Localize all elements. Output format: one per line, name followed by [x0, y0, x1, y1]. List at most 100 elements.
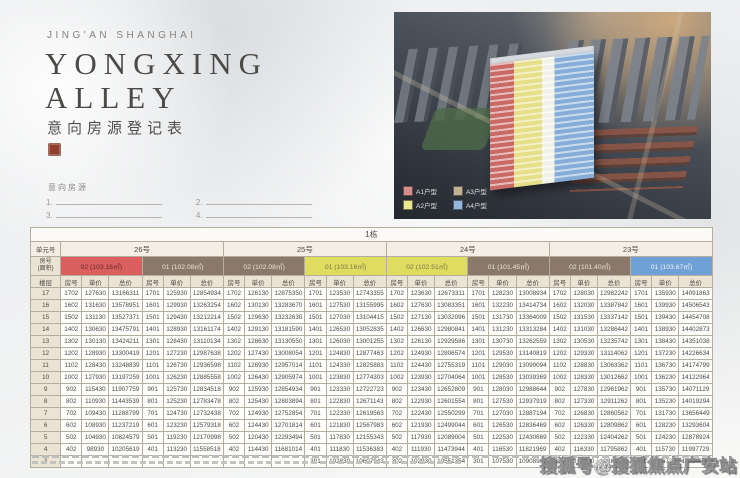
room-cell: 1602 [548, 299, 571, 312]
unit-price-cell: 129430 [162, 311, 191, 324]
total-price-cell: 12806574 [434, 347, 469, 360]
room-cell: 1201 [630, 347, 653, 360]
room-cell: 1202 [60, 347, 83, 360]
room-cell: 402 [222, 443, 246, 456]
room-cell: 1601 [141, 299, 164, 312]
room-cell: 1602 [222, 299, 246, 312]
legend-swatch-icon [452, 200, 463, 210]
room-cell: 401 [141, 443, 164, 456]
legend-item: A1户型 [403, 186, 437, 196]
room-cell: 802 [548, 395, 571, 408]
total-price-cell: 13337142 [596, 311, 632, 324]
legend-swatch-icon [403, 200, 413, 210]
room-cell: 902 [548, 383, 571, 396]
room-cell: 801 [304, 395, 327, 408]
room-cell: 601 [304, 419, 327, 432]
unit-price-cell: 137230 [651, 347, 680, 360]
room-cell: 502 [385, 431, 408, 444]
floor-cell: 15 [29, 311, 62, 324]
total-price-cell: 13656449 [678, 407, 713, 420]
unit-price-cell: 135930 [651, 287, 680, 300]
room-cell: 1401 [141, 323, 164, 336]
room-cell: 1401 [630, 323, 653, 336]
room-cell: 1502 [222, 311, 246, 324]
room-cell: 1301 [467, 335, 490, 348]
sub-header: 总价 [271, 275, 306, 288]
total-price-cell: 13527371 [108, 311, 143, 324]
total-price-cell: 12911262 [596, 395, 632, 408]
floor-cell: 5 [29, 431, 62, 444]
room-cell: 1401 [467, 323, 490, 336]
unit-price-cell: 131630 [81, 299, 110, 312]
unit-price-cell: 123430 [406, 383, 436, 396]
unit-price-cell: 121930 [406, 419, 436, 432]
room-cell: 1402 [548, 323, 571, 336]
unit-price-cell: 129030 [488, 359, 517, 372]
unit-type-cell: 01 (103.16㎡) [304, 256, 387, 276]
room-cell: 902 [60, 383, 83, 396]
sub-header: 房号 [630, 275, 653, 288]
room-cell: 1101 [467, 359, 490, 372]
unit-price-cell: 126130 [244, 287, 273, 300]
total-price-cell: 12875350 [271, 287, 306, 300]
unit-price-cell: 139930 [651, 299, 680, 312]
legend-swatch-icon [403, 186, 413, 196]
total-price-cell: 13140819 [515, 347, 550, 360]
total-price-cell: 12499044 [434, 419, 469, 432]
unit-price-cell: 128430 [81, 359, 110, 372]
intent-blank-row-1: 1. 2. [46, 197, 344, 207]
room-cell: 1201 [467, 347, 490, 360]
unit-price-cell: 121830 [325, 419, 354, 432]
total-price-cell: 12732438 [189, 407, 225, 420]
sub-header: 房号 [222, 275, 246, 288]
total-price-cell: 13166311 [108, 287, 143, 300]
unit-price-cell: 128230 [488, 287, 517, 300]
unit-price-cell: 126830 [569, 407, 598, 420]
unit-price-cell: 130630 [81, 323, 110, 336]
total-price-cell: 14122964 [678, 371, 713, 384]
total-price-cell: 14506543 [678, 299, 713, 312]
room-cell: 1301 [304, 335, 327, 348]
floor-cell: 6 [29, 419, 62, 432]
total-price-cell: 13313284 [515, 323, 550, 336]
unit-price-cell: 125730 [162, 383, 191, 396]
total-price-cell: 13039369 [515, 371, 550, 384]
floor-cell: 16 [29, 299, 62, 312]
total-price-cell: 13012662 [596, 371, 632, 384]
room-cell: 801 [467, 395, 490, 408]
room-cell: 602 [60, 419, 83, 432]
floor-cell: 12 [29, 347, 62, 360]
room-cell: 1601 [304, 299, 327, 312]
unit-price-cell: 138930 [651, 323, 680, 336]
room-cell: 1402 [60, 323, 83, 336]
unit-price-cell: 127830 [569, 383, 598, 396]
unit-price-cell: 127630 [81, 287, 110, 300]
room-cell: 1101 [141, 359, 164, 372]
unit-price-cell: 117830 [325, 431, 354, 444]
total-price-cell: 13248839 [108, 359, 143, 372]
room-cell: 502 [222, 431, 246, 444]
building-title: 1栋 [30, 227, 713, 242]
legend-swatch-icon [452, 186, 463, 196]
unit-price-cell: 127930 [81, 371, 110, 384]
total-price-cell: 13262559 [515, 335, 550, 348]
price-table-wrap: 1栋 单元号 26号 25号 24号 23号 房号 (面积) 02 (103.16㎡) 01 (1… [29, 227, 714, 468]
room-cell: 701 [467, 407, 490, 420]
total-price-cell: 12860562 [596, 407, 632, 420]
room-cell: 1202 [222, 347, 246, 360]
floor-cell: 11 [29, 359, 62, 372]
unit-price-cell: 128530 [488, 371, 517, 384]
room-cell: 1202 [385, 347, 408, 360]
legend-label: A2户型 [416, 203, 437, 210]
total-price-cell: 14019294 [678, 395, 713, 408]
total-price-cell: 13090094 [515, 359, 550, 372]
unit-price-cell: 127530 [325, 299, 354, 312]
unit-price-cell: 111830 [325, 443, 354, 456]
total-price-cell: 13232630 [271, 311, 306, 324]
floor-cell: 4 [29, 443, 62, 456]
unit-price-cell: 114430 [244, 443, 273, 456]
room-cell: 702 [385, 407, 408, 420]
room-cell: 802 [222, 395, 246, 408]
aerial-render-image: A1户型 A3户型 A2户型 A4户型 [394, 12, 711, 219]
room-cell: 401 [630, 443, 653, 456]
